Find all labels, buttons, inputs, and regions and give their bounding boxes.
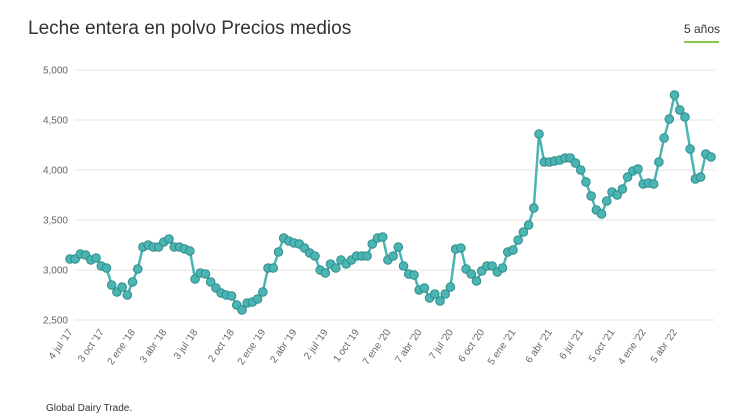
x-tick-label: 5 ene '21 (486, 327, 519, 367)
point (674, 105, 685, 115)
point (695, 172, 706, 182)
point (659, 133, 669, 143)
point (581, 177, 591, 187)
source-note: Global Dairy Trade. (46, 403, 132, 414)
point (200, 269, 211, 279)
point (471, 276, 482, 286)
point (622, 172, 633, 182)
point (596, 209, 607, 219)
point (388, 251, 398, 261)
point (497, 263, 508, 273)
point (654, 157, 664, 167)
x-tick-label: 3 oct '17 (76, 327, 107, 364)
x-tick-label: 2 jul '19 (302, 327, 331, 362)
point (393, 242, 404, 252)
y-tick-label: 3,000 (43, 266, 68, 277)
point (440, 289, 451, 299)
point (268, 263, 279, 273)
x-tick-label: 4 jul '17 (47, 327, 76, 362)
point (586, 191, 596, 201)
y-tick-label: 3,500 (43, 216, 68, 227)
point (529, 203, 539, 213)
point (205, 277, 216, 287)
x-tick-label: 6 jul '21 (558, 327, 587, 362)
point (419, 283, 430, 293)
point (669, 90, 680, 100)
point (91, 253, 101, 263)
point (523, 220, 534, 230)
point (456, 243, 466, 253)
point (320, 268, 331, 278)
y-tick-label: 4,000 (43, 166, 68, 177)
point (680, 112, 690, 122)
point (466, 269, 477, 279)
point (601, 196, 612, 206)
point (409, 270, 419, 280)
point (117, 282, 127, 292)
point (252, 294, 263, 304)
x-tick-label: 2 abr '19 (268, 327, 299, 365)
x-tick-label: 5 oct '21 (587, 327, 618, 364)
point (706, 152, 716, 162)
point (612, 190, 622, 200)
point (164, 234, 174, 244)
point (237, 305, 247, 315)
point (518, 227, 529, 237)
point (101, 263, 112, 273)
chart-title: Leche entera en polvo Precios medios (28, 18, 351, 39)
point (132, 264, 143, 274)
y-tick-label: 5,000 (43, 66, 68, 77)
y-tick-label: 4,500 (43, 116, 68, 127)
x-tick-label: 7 abr '20 (393, 327, 424, 365)
price-line (70, 90, 712, 312)
x-tick-label: 2 ene '18 (106, 327, 139, 367)
period-underline (684, 41, 719, 43)
x-tick-label: 5 abr '22 (649, 327, 680, 365)
x-tick-label: 2 oct '18 (206, 327, 237, 364)
point (575, 165, 586, 175)
point (377, 232, 388, 242)
point (429, 289, 440, 299)
point (273, 247, 284, 257)
x-tick-label: 3 abr '18 (138, 327, 169, 365)
point (127, 277, 138, 287)
point (487, 261, 497, 271)
point (190, 274, 200, 284)
x-tick-label: 6 abr '21 (524, 327, 555, 365)
point (570, 158, 581, 168)
x-tick-label: 3 jul '18 (172, 327, 201, 362)
point (258, 287, 268, 297)
point (330, 263, 341, 273)
point (445, 282, 456, 292)
x-tick-label: 7 ene '20 (361, 327, 394, 367)
y-tick-label: 2,500 (43, 316, 68, 327)
point (633, 164, 643, 174)
point (185, 246, 195, 256)
point (310, 251, 320, 261)
point (648, 179, 659, 189)
point (367, 239, 378, 249)
point (617, 184, 628, 194)
point (398, 261, 409, 271)
point (106, 280, 117, 290)
x-tick-label: 4 ene '22 (616, 327, 649, 367)
point (435, 296, 445, 306)
point (513, 235, 523, 245)
point (508, 245, 518, 255)
point (685, 144, 695, 154)
point (226, 291, 237, 301)
x-tick-label: 7 jul '20 (427, 327, 456, 362)
point (362, 251, 372, 261)
x-tick-label: 1 oct '19 (332, 327, 363, 364)
x-tick-label: 6 oct '20 (457, 327, 488, 364)
point (534, 129, 544, 139)
x-tick-label: 2 ene '19 (236, 327, 269, 367)
point (664, 114, 675, 124)
period-button[interactable]: 5 años (684, 22, 720, 36)
point (122, 290, 133, 300)
